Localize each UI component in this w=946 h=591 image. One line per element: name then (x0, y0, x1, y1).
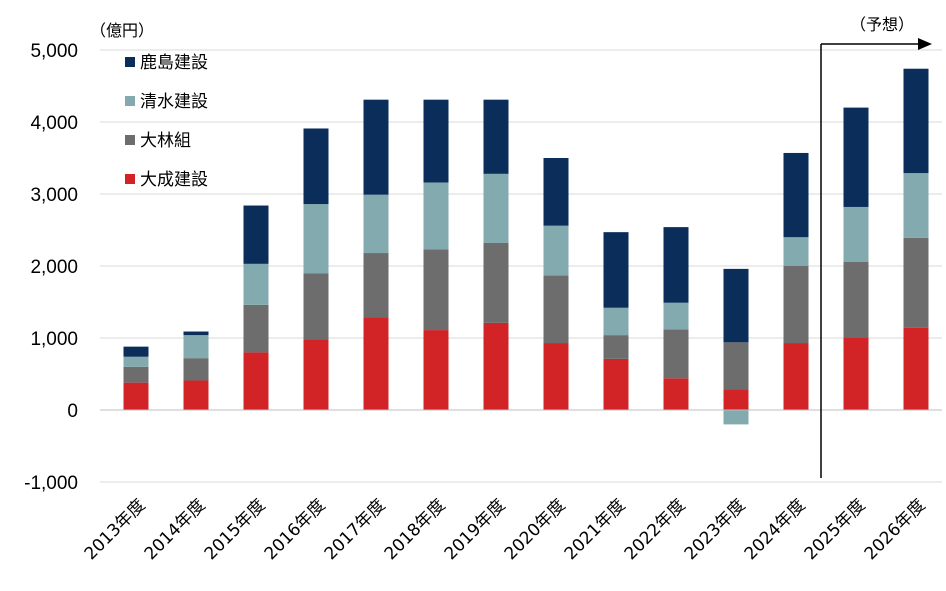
bar-segment (663, 378, 689, 410)
x-tick-label: 2019年度 (441, 495, 510, 564)
bars (123, 68, 929, 425)
y-tick-label: 3,000 (30, 185, 78, 206)
x-tick-label: 2024年度 (741, 495, 810, 564)
bar-segment (243, 205, 269, 264)
bar-segment (483, 242, 509, 323)
forecast-marker: （予想） (820, 15, 932, 478)
legend-label: 大成建設 (140, 170, 208, 190)
y-tick-label: 0 (67, 401, 78, 422)
legend-label: 清水建設 (140, 92, 208, 112)
bar-segment (843, 261, 869, 338)
bar-segment (183, 331, 209, 336)
bar-segment (543, 275, 569, 344)
bar-segment (123, 346, 149, 357)
bar-segment (783, 152, 809, 238)
bar-segment (483, 322, 509, 410)
bar-segment (603, 307, 629, 336)
legend-label: 鹿島建設 (140, 53, 208, 73)
bar-segment (423, 99, 449, 183)
bar-segment (843, 206, 869, 262)
bar-segment (603, 358, 629, 410)
bar-segment (903, 173, 929, 238)
bar-segment (903, 327, 929, 410)
bar-segment (423, 249, 449, 331)
y-tick-label: 2,000 (30, 257, 78, 278)
bar-segment (723, 342, 749, 390)
bar-segment (123, 382, 149, 410)
forecast-label: （予想） (850, 15, 914, 34)
bar-segment (183, 335, 209, 359)
bar-segment (243, 352, 269, 410)
legend-label: 大林組 (140, 131, 191, 151)
bar-segment (363, 253, 389, 318)
x-tick-label: 2018年度 (381, 495, 450, 564)
bar-segment (783, 343, 809, 410)
x-tick-label: 2016年度 (261, 495, 330, 564)
bar-segment (543, 158, 569, 226)
bar-segment (543, 225, 569, 276)
bar-segment (663, 329, 689, 379)
x-tick-label: 2021年度 (561, 495, 630, 564)
legend-swatch (125, 174, 135, 184)
y-tick-label: 1,000 (30, 329, 78, 350)
bar-segment (363, 194, 389, 254)
bar-segment (123, 356, 149, 367)
bar-segment (243, 304, 269, 353)
bar-segment (843, 107, 869, 207)
bar-segment (303, 339, 329, 410)
bar-segment (183, 380, 209, 410)
bar-segment (723, 410, 749, 425)
bar-segment (183, 358, 209, 381)
x-tick-label: 2023年度 (681, 495, 750, 564)
bar-segment (843, 338, 869, 410)
legend-swatch (125, 57, 135, 67)
x-tick-label: 2015年度 (201, 495, 270, 564)
bar-segment (603, 232, 629, 308)
bar-segment (303, 128, 329, 205)
bar-segment (903, 237, 929, 328)
y-unit-label: （億円） (90, 21, 154, 40)
legend-swatch (125, 96, 135, 106)
bar-segment (663, 302, 689, 330)
bar-segment (663, 227, 689, 303)
bar-segment (723, 268, 749, 343)
x-tick-label: 2014年度 (141, 495, 210, 564)
bar-segment (903, 68, 929, 174)
arrow-right-icon (918, 38, 932, 50)
x-tick-label: 2020年度 (501, 495, 570, 564)
bar-segment (423, 182, 449, 250)
bar-segment (723, 389, 749, 410)
bar-segment (603, 335, 629, 359)
bar-segment (783, 237, 809, 266)
x-tick-label: 2013年度 (81, 495, 150, 564)
bar-segment (423, 330, 449, 410)
y-tick-label: -1,000 (24, 473, 78, 494)
y-tick-label: 4,000 (30, 113, 78, 134)
bar-segment (363, 99, 389, 195)
legend-swatch (125, 135, 135, 145)
y-tick-label: 5,000 (30, 41, 78, 62)
x-tick-label: 2022年度 (621, 495, 690, 564)
bar-segment (303, 273, 329, 340)
x-tick-label: 2017年度 (321, 495, 390, 564)
bar-segment (243, 263, 269, 305)
bar-segment (363, 317, 389, 410)
bar-segment (123, 366, 149, 383)
bar-segment (783, 266, 809, 344)
bar-segment (303, 204, 329, 274)
x-tick-label: 2025年度 (801, 495, 870, 564)
x-tick-label: 2026年度 (861, 495, 930, 564)
gridlines (100, 49, 942, 483)
bar-segment (483, 99, 509, 174)
bar-segment (543, 343, 569, 410)
bar-segment (483, 173, 509, 243)
